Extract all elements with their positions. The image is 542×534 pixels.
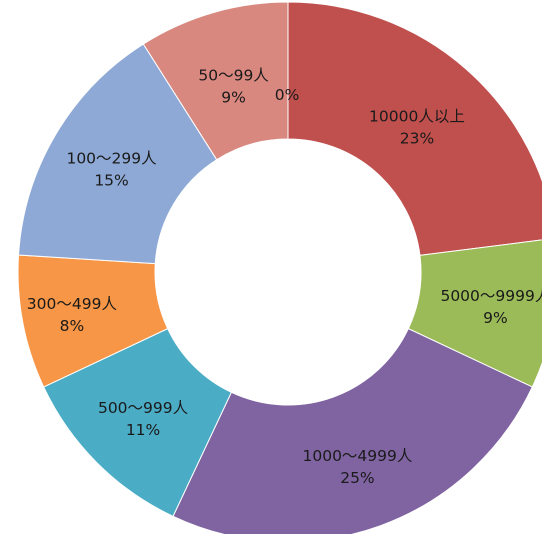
slice-name: 300〜499人 bbox=[27, 295, 117, 313]
slice-name: 50〜99人 bbox=[198, 67, 268, 85]
slice-name: 100〜299人 bbox=[66, 150, 156, 168]
slice-name: 1000〜4999人 bbox=[302, 447, 412, 465]
slice-label-slice-7: 0% bbox=[275, 86, 300, 104]
slice-label-10000: 10000人以上 23% bbox=[369, 108, 465, 148]
slice-name: 500〜999人 bbox=[98, 399, 188, 417]
slice-labels: 10000人以上 23% 5000〜9999人 9% 1000〜4999人 25% 500〜… bbox=[27, 67, 542, 487]
slice-label-300-499: 300〜499人 8% bbox=[27, 295, 117, 335]
slice-percent: 8% bbox=[60, 317, 85, 335]
slice-label-50-99: 50〜99人 9% bbox=[198, 67, 268, 107]
slice-percent: 23% bbox=[400, 130, 434, 148]
slice-label-500-999: 500〜999人 11% bbox=[98, 399, 188, 439]
donut-slices bbox=[17, 1, 542, 534]
slice-name: 5000〜9999人 bbox=[440, 287, 542, 305]
slice-percent: 9% bbox=[483, 309, 508, 327]
slice-percent: 25% bbox=[340, 469, 374, 487]
slice-name: 10000人以上 bbox=[369, 108, 465, 126]
slice-percent: 9% bbox=[221, 89, 246, 107]
slice-percent: 15% bbox=[94, 172, 128, 190]
slice-label-100-299: 100〜299人 15% bbox=[66, 150, 156, 190]
slice-percent: 11% bbox=[126, 421, 160, 439]
donut-hole bbox=[155, 139, 421, 405]
slice-label-1000-4999: 1000〜4999人 25% bbox=[302, 447, 412, 487]
slice-label-5000-9999: 5000〜9999人 9% bbox=[440, 287, 542, 327]
